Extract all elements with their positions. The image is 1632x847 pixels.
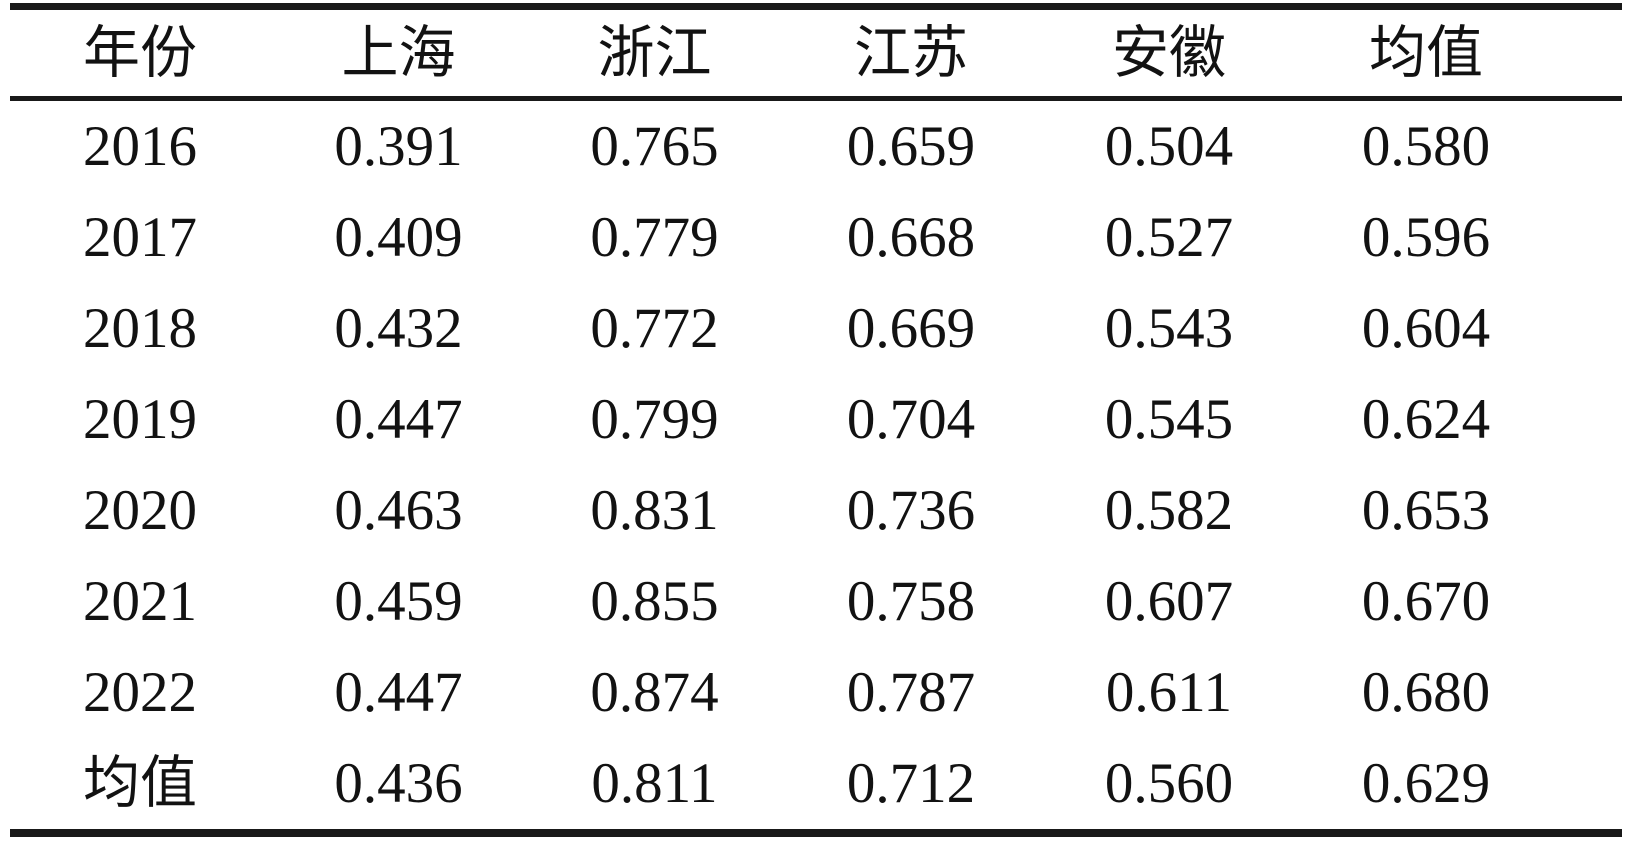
cell-year: 均值 [83,752,197,815]
cell-year: 2017 [83,206,197,269]
cell-mean: 0.680 [1361,661,1491,724]
cell-anhui: 0.543 [1104,297,1234,360]
cell-zhejiang: 0.831 [590,479,719,542]
table-body: 2016 0.391 0.765 0.659 0.504 0.580 2017 0.409 0.… [10,99,1622,834]
table-row-2017: 2017 0.409 0.779 0.668 0.527 0.596 [10,192,1622,283]
cell-jiangsu: 0.736 [846,479,976,542]
cell-anhui: 0.527 [1104,206,1234,269]
header-row: 年份 上海 浙江 江苏 安徽 均值 [10,6,1622,101]
cell-anhui: 0.504 [1104,115,1234,178]
cell-shanghai: 0.459 [334,570,463,633]
table-figure: 年份 上海 浙江 江苏 安徽 均值 2016 0.391 0.765 0.659 0.504 0.5… [10,3,1622,837]
cell-jiangsu: 0.669 [846,297,976,360]
cell-anhui: 0.560 [1104,752,1234,815]
table-row-2019: 2019 0.447 0.799 0.704 0.545 0.624 [10,374,1622,465]
cell-mean: 0.596 [1361,206,1491,269]
cell-anhui: 0.545 [1104,388,1234,451]
table-row-2022: 2022 0.447 0.874 0.787 0.611 0.680 [10,647,1622,738]
cell-year: 2018 [83,297,197,360]
cell-jiangsu: 0.758 [846,570,976,633]
cell-zhejiang: 0.855 [590,570,719,633]
cell-year: 2019 [83,388,197,451]
cell-shanghai: 0.463 [334,479,463,542]
column-header-mean: 均值 [1298,6,1622,101]
cell-shanghai: 0.447 [334,388,463,451]
cell-zhejiang: 0.811 [591,752,718,815]
column-header-jiangsu: 江苏 [782,6,1040,101]
cell-year: 2020 [83,479,197,542]
cell-zhejiang: 0.799 [590,388,719,451]
cell-mean: 0.670 [1361,570,1491,633]
column-header-shanghai: 上海 [270,6,527,101]
table-row-2018: 2018 0.432 0.772 0.669 0.543 0.604 [10,283,1622,374]
cell-shanghai: 0.436 [334,752,463,815]
cell-mean: 0.653 [1361,479,1491,542]
cell-year: 2022 [83,661,197,724]
cell-anhui: 0.607 [1104,570,1234,633]
cell-year: 2021 [83,570,197,633]
cell-jiangsu: 0.787 [846,661,976,724]
cell-anhui: 0.611 [1105,661,1233,724]
cell-zhejiang: 0.779 [590,206,719,269]
cell-jiangsu: 0.668 [846,206,976,269]
table-row-2020: 2020 0.463 0.831 0.736 0.582 0.653 [10,465,1622,556]
cell-mean: 0.624 [1361,388,1491,451]
column-header-zhejiang: 浙江 [527,6,782,101]
cell-shanghai: 0.432 [334,297,463,360]
cell-shanghai: 0.409 [334,206,463,269]
cell-mean: 0.604 [1361,297,1491,360]
column-header-anhui: 安徽 [1040,6,1298,101]
cell-jiangsu: 0.704 [846,388,976,451]
cell-zhejiang: 0.772 [590,297,719,360]
cell-zhejiang: 0.765 [590,115,719,178]
column-header-year: 年份 [10,6,270,101]
cell-mean: 0.580 [1361,115,1491,178]
table-header: 年份 上海 浙江 江苏 安徽 均值 [10,6,1622,101]
cell-shanghai: 0.391 [334,115,463,178]
cell-jiangsu: 0.659 [846,115,976,178]
table-row-2016: 2016 0.391 0.765 0.659 0.504 0.580 [10,99,1622,193]
table-row-2021: 2021 0.459 0.855 0.758 0.607 0.670 [10,556,1622,647]
cell-jiangsu: 0.712 [846,752,976,815]
cell-shanghai: 0.447 [334,661,463,724]
cell-year: 2016 [83,115,197,178]
data-table: 年份 上海 浙江 江苏 安徽 均值 2016 0.391 0.765 0.659 0.504 0.5… [10,3,1622,837]
table-row-均值: 均值 0.436 0.811 0.712 0.560 0.629 [10,738,1622,833]
cell-zhejiang: 0.874 [590,661,719,724]
cell-mean: 0.629 [1361,752,1491,815]
cell-anhui: 0.582 [1104,479,1234,542]
